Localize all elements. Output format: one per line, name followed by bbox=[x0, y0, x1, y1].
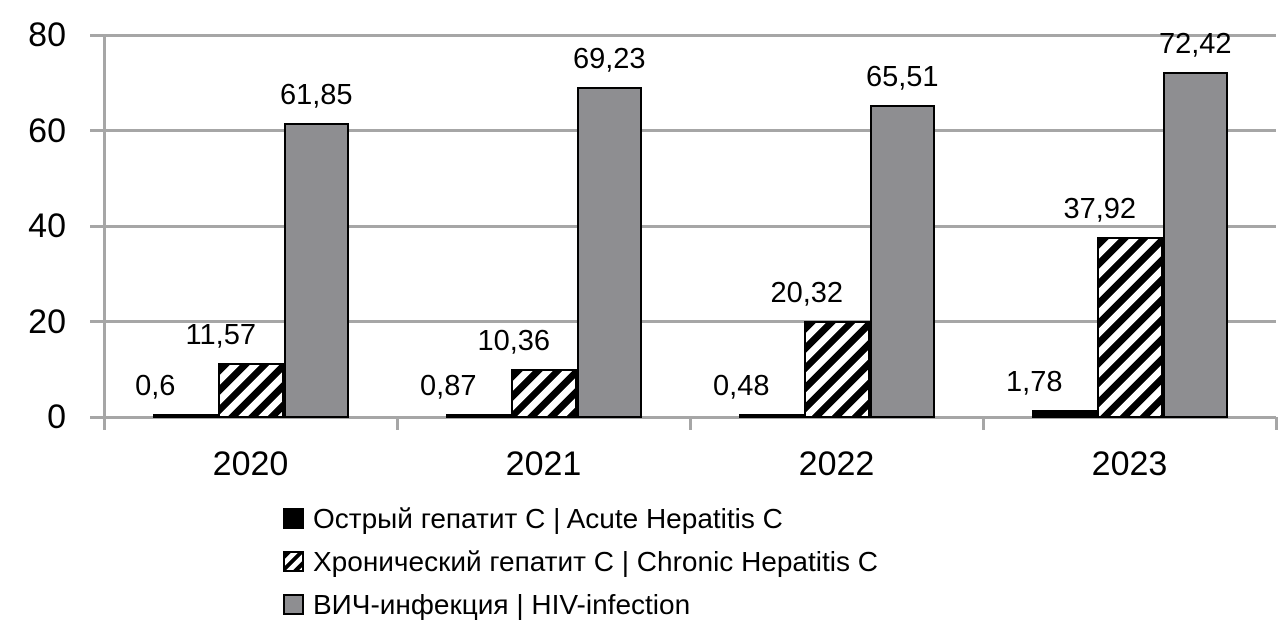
x-axis-tick bbox=[1274, 417, 1278, 430]
hiv-infection-swatch-icon bbox=[283, 594, 304, 615]
gridline-60 bbox=[90, 129, 1276, 132]
bar-hiv-infection-2022 bbox=[869, 105, 935, 418]
value-label-hiv-infection-2021: 69,23 bbox=[572, 43, 646, 76]
legend-label-chronic-hepatitis-c: Хронический гепатит C | Chronic Hepatiti… bbox=[313, 546, 879, 577]
value-label-acute-hepatitis-c-2020: 0,6 bbox=[135, 370, 176, 402]
bar-acute-hepatitis-c-2020 bbox=[152, 414, 218, 418]
value-label-hiv-infection-2023: 72,42 bbox=[1158, 28, 1232, 61]
gridline-40 bbox=[90, 224, 1276, 228]
x-axis-tick bbox=[102, 417, 106, 430]
value-label-chronic-hepatitis-c-2023: 37,92 bbox=[1063, 192, 1137, 225]
value-label-hiv-infection-2020: 61,85 bbox=[279, 78, 353, 111]
bar-acute-hepatitis-c-2022 bbox=[738, 414, 804, 418]
value-label-chronic-hepatitis-c-2020: 11,57 bbox=[185, 318, 256, 351]
bar-chronic-hepatitis-c-2021 bbox=[511, 368, 577, 418]
bar-hiv-infection-2021 bbox=[576, 87, 642, 418]
y-axis-tick-label: 60 bbox=[28, 111, 66, 150]
x-axis-tick bbox=[981, 417, 985, 430]
bar-acute-hepatitis-c-2023 bbox=[1031, 409, 1097, 418]
y-axis-tick-label: 80 bbox=[28, 16, 66, 54]
x-axis-category-label: 2022 bbox=[798, 445, 875, 483]
legend-label-acute-hepatitis-c: Острый гепатит C | Acute Hepatitis C bbox=[313, 503, 783, 534]
legend-item-hiv-infection: ВИЧ-инфекция | HIV-infection bbox=[283, 588, 878, 621]
legend: Острый гепатит C | Acute Hepatitis C Хро… bbox=[283, 502, 878, 631]
value-label-chronic-hepatitis-c-2022: 20,32 bbox=[770, 276, 844, 309]
bar-hiv-infection-2020 bbox=[283, 122, 349, 418]
chronic-hepatitis-swatch-icon bbox=[283, 551, 304, 572]
value-label-acute-hepatitis-c-2021: 0,87 bbox=[420, 369, 477, 402]
x-axis-tick bbox=[395, 417, 399, 430]
x-axis-category-label: 2023 bbox=[1091, 445, 1168, 483]
legend-label-hiv-infection: ВИЧ-инфекция | HIV-infection bbox=[313, 589, 691, 620]
legend-item-chronic-hepatitis-c: Хронический гепатит C | Chronic Hepatiti… bbox=[283, 545, 878, 578]
gridline-20 bbox=[90, 320, 1276, 323]
value-label-acute-hepatitis-c-2022: 0,48 bbox=[713, 370, 770, 402]
y-axis-tick-label: 40 bbox=[28, 207, 66, 245]
x-axis-category-label: 2021 bbox=[505, 445, 582, 483]
value-label-hiv-infection-2022: 65,51 bbox=[865, 61, 939, 94]
y-axis-line bbox=[102, 33, 106, 430]
bar-chronic-hepatitis-c-2023 bbox=[1097, 236, 1163, 418]
value-label-chronic-hepatitis-c-2021: 10,36 bbox=[477, 324, 551, 357]
x-axis-tick bbox=[688, 417, 692, 430]
bar-chronic-hepatitis-c-2020 bbox=[218, 362, 284, 418]
x-axis-category-label: 2020 bbox=[212, 445, 289, 483]
gridline-80 bbox=[90, 33, 1276, 37]
y-axis-tick-label: 0 bbox=[47, 398, 66, 436]
bar-chronic-hepatitis-c-2022 bbox=[804, 320, 870, 418]
bar-hiv-infection-2023 bbox=[1162, 72, 1228, 418]
legend-item-acute-hepatitis-c: Острый гепатит C | Acute Hepatitis C bbox=[283, 502, 878, 535]
acute-hepatitis-swatch-icon bbox=[283, 508, 304, 529]
gridline-0 bbox=[90, 415, 1276, 419]
bar-acute-hepatitis-c-2021 bbox=[445, 413, 511, 418]
value-label-acute-hepatitis-c-2023: 1,78 bbox=[1006, 365, 1063, 398]
y-axis-tick-label: 20 bbox=[28, 302, 66, 341]
